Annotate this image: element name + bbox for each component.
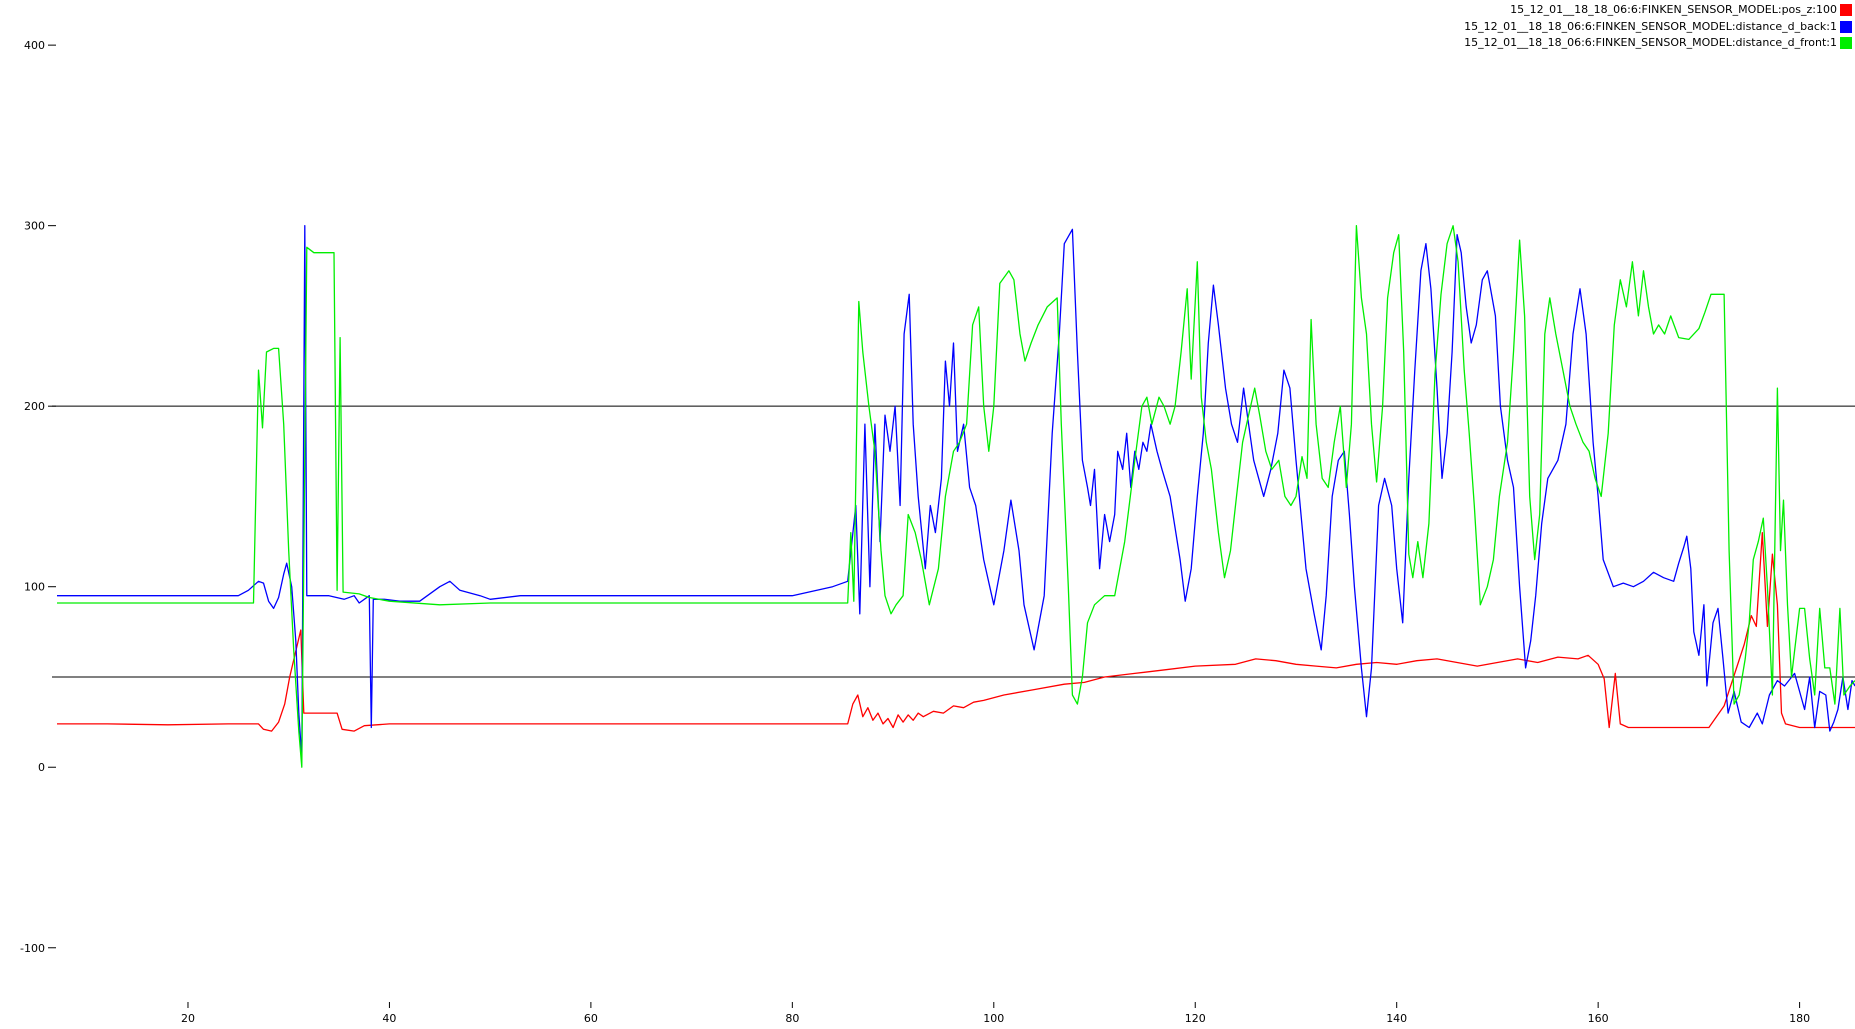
x-tick-label: 20	[181, 1012, 195, 1025]
y-tick-label: 0	[38, 761, 45, 774]
series-line-2	[57, 225, 1855, 768]
legend-entry: 15_12_01__18_18_06:6:FINKEN_SENSOR_MODEL…	[1464, 35, 1852, 52]
y-tick-label: 300	[24, 220, 45, 233]
legend-entry: 15_12_01__18_18_06:6:FINKEN_SENSOR_MODEL…	[1464, 2, 1852, 19]
legend-label: 15_12_01__18_18_06:6:FINKEN_SENSOR_MODEL…	[1510, 3, 1837, 16]
legend-entry: 15_12_01__18_18_06:6:FINKEN_SENSOR_MODEL…	[1464, 19, 1852, 36]
y-tick-label: 100	[24, 581, 45, 594]
reference-lines	[52, 405, 1855, 678]
x-tick-label: 100	[983, 1012, 1004, 1025]
x-tick-label: 60	[584, 1012, 598, 1025]
x-tick-label: 180	[1789, 1012, 1810, 1025]
legend-swatch	[1840, 37, 1852, 50]
x-tick-label: 80	[785, 1012, 799, 1025]
x-tick-label: 40	[382, 1012, 396, 1025]
legend-swatch	[1840, 20, 1852, 33]
legend-swatch	[1840, 4, 1852, 17]
legend-label: 15_12_01__18_18_06:6:FINKEN_SENSOR_MODEL…	[1464, 36, 1837, 49]
y-axis: -100 0 100 200 300 400	[20, 39, 56, 955]
y-tick-label: 400	[24, 39, 45, 52]
y-tick-label: -100	[20, 942, 45, 955]
x-tick-label: 160	[1588, 1012, 1609, 1025]
x-axis: 20 40 60 80 100 120 140 160 180	[181, 1002, 1810, 1025]
series-line-0	[57, 531, 1855, 732]
y-tick-label: 200	[24, 400, 45, 413]
legend: 15_12_01__18_18_06:6:FINKEN_SENSOR_MODEL…	[1464, 2, 1852, 52]
series-layer	[57, 225, 1855, 768]
series-line-1	[57, 225, 1855, 759]
x-tick-label: 140	[1386, 1012, 1407, 1025]
legend-label: 15_12_01__18_18_06:6:FINKEN_SENSOR_MODEL…	[1464, 19, 1837, 33]
x-tick-label: 120	[1185, 1012, 1206, 1025]
